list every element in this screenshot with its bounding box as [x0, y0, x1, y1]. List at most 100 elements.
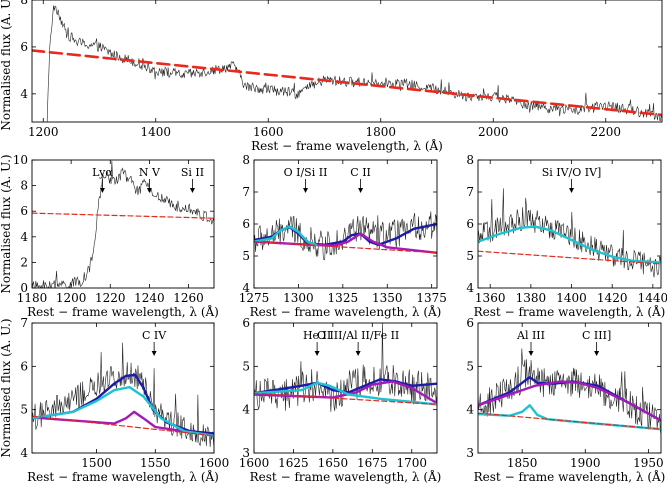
lya-ytick-label-3: 6	[20, 204, 28, 218]
civ-ytick-label-1: 5	[20, 403, 28, 417]
heii-xtick-label-4: 1700	[396, 456, 427, 470]
ciii-plot-area	[478, 348, 661, 436]
civ-narrow-component-curve	[32, 385, 214, 437]
siiv-plot-area	[478, 188, 661, 278]
panel-civ: 1500 1550 1600 4 5 6 7 Rest − frame wavelength,…	[0, 316, 229, 484]
heii-xtick-label-2: 1650	[318, 456, 349, 470]
lya-ytick-label-0: 0	[20, 281, 28, 295]
oi-ytick-label-2: 6	[242, 217, 250, 231]
oi-ytick-label-0: 4	[242, 281, 250, 295]
panel-siiv: 1360 1380 1400 1420 1440 4 5 6 7 8 Rest − frame wa…	[466, 153, 667, 319]
ciii-ytick-label-0: 3	[466, 446, 474, 460]
oi-ytick-label-3: 7	[242, 185, 250, 199]
full-continuum-line	[32, 49, 662, 117]
lya-xlabel: Rest − frame wavelength, λ (Å)	[27, 304, 219, 319]
civ-continuum-line	[32, 415, 214, 437]
panel-full: 1200 1400 1600 1800 2000 2200 4 6 8 Rest − frame …	[0, 0, 663, 153]
full-xtick-label-4: 2000	[478, 125, 509, 139]
oi-ytick-label-4: 8	[242, 153, 250, 167]
full-xlabel: Rest − frame wavelength, λ (Å)	[251, 138, 443, 153]
oi-frame	[253, 159, 438, 289]
oi-spectrum-line	[254, 211, 437, 261]
oi-ytick-label-1: 5	[242, 249, 250, 263]
lya-plot-area	[32, 160, 214, 288]
lya-spectrum-line	[32, 160, 214, 288]
panel-ciii: 1850 1900 1950 3 4 5 6 Rest − frame wavelength,…	[466, 316, 665, 484]
oi-xtick-label-1: 1300	[283, 291, 314, 305]
heii-annotation-arrowhead-0	[314, 351, 320, 356]
heii-continuum-line	[254, 392, 437, 406]
siiv-xlabel: Rest − frame wavelength, λ (Å)	[474, 304, 666, 319]
civ-xtick-label-0: 1500	[81, 456, 112, 470]
full-ylabel: Normalised flux (A. U.)	[0, 0, 13, 131]
lya-xtick-label-4: 1260	[173, 291, 204, 305]
heii-xtick-label-0: 1600	[239, 456, 270, 470]
lya-xtick-label-3: 1240	[134, 291, 165, 305]
oi-xlabel: Rest − frame wavelength, λ (Å)	[250, 304, 442, 319]
full-spectrum-line	[46, 5, 662, 122]
heii-ytick-label-3: 6	[242, 316, 250, 330]
full-xtick-label-0: 1200	[28, 125, 59, 139]
heii-annotation-arrowhead-1	[355, 351, 361, 356]
ciii-ytick-label-1: 4	[466, 403, 474, 417]
full-ytick-label-2: 8	[20, 0, 28, 7]
civ-spectrum-line	[32, 342, 214, 449]
civ-ytick-label-2: 6	[20, 359, 28, 373]
siiv-ytick-label-3: 7	[466, 185, 474, 199]
civ-annotation-label-0: C IV	[142, 329, 167, 342]
lya-ytick-label-4: 8	[20, 179, 28, 193]
civ-xlabel: Rest − frame wavelength, λ (Å)	[27, 469, 219, 484]
lya-annotation-label-1: N V	[139, 166, 161, 179]
ciii-xtick-label-0: 1850	[507, 456, 538, 470]
siiv-xtick-label-4: 1440	[638, 291, 667, 305]
siiv-xtick-label-1: 1380	[516, 291, 547, 305]
siiv-annotation-label-0: Si IV/O IV]	[542, 166, 602, 179]
ciii-xlabel: Rest − frame wavelength, λ (Å)	[474, 469, 666, 484]
lya-annotation-arrowhead-0	[99, 188, 105, 193]
oi-annotation-arrowhead-0	[303, 188, 309, 193]
lya-xtick-label-2: 1220	[95, 291, 126, 305]
civ-ylabel: Normalised flux (A. U.)	[0, 318, 13, 457]
siiv-narrow-component-curve	[478, 225, 661, 264]
civ-xtick-label-1: 1550	[140, 456, 171, 470]
siiv-ytick-label-1: 5	[466, 249, 474, 263]
ciii-ytick-label-3: 6	[466, 316, 474, 330]
panel-lya: 1180 1200 1220 1240 1260 0 2 4 6 8 10 Rest − frame …	[0, 153, 219, 319]
oi-annotation-arrowhead-1	[358, 188, 364, 193]
civ-broad-component-curve	[32, 410, 214, 437]
heii-annotation-label-1: O III/Al II/Fe II	[317, 329, 399, 342]
full-plot-area	[32, 5, 662, 122]
lya-xtick-label-1: 1200	[56, 291, 87, 305]
heii-annotation-label-0: He II	[303, 329, 331, 342]
full-xtick-label-2: 1600	[253, 125, 284, 139]
oi-xtick-label-0: 1275	[239, 291, 270, 305]
ciii-spectrum-line	[478, 348, 661, 436]
heii-xtick-label-3: 1675	[357, 456, 388, 470]
heii-frame	[253, 322, 438, 454]
civ-ytick-label-3: 7	[20, 316, 28, 330]
heii-narrow-component-curve	[254, 381, 437, 406]
full-xtick-label-5: 2200	[590, 125, 621, 139]
full-xtick-label-3: 1800	[365, 125, 396, 139]
panel-oi: 1275 1300 1325 1350 1375 4 5 6 7 8 Rest − frame wa…	[239, 153, 447, 319]
heii-plot-area	[254, 323, 437, 412]
oi-continuum-line	[254, 241, 437, 254]
siiv-ytick-label-2: 6	[466, 217, 474, 231]
ciii-continuum-line	[478, 412, 661, 430]
heii-total-fit-curve	[254, 378, 437, 395]
oi-annotation-label-0: O I/Si II	[284, 166, 328, 179]
siiv-xtick-label-0: 1360	[475, 291, 506, 305]
oi-xtick-label-3: 1350	[372, 291, 403, 305]
full-ytick-label-0: 4	[20, 87, 28, 101]
full-frame	[31, 0, 663, 123]
civ-frame	[31, 322, 215, 454]
lya-annotation-arrowhead-2	[189, 188, 195, 193]
civ-ytick-label-0: 4	[20, 446, 28, 460]
ciii-xtick-label-1: 1900	[570, 456, 601, 470]
siiv-continuum-line	[478, 250, 661, 265]
lya-continuum-line	[32, 212, 214, 219]
heii-ytick-label-2: 5	[242, 359, 250, 373]
lya-ylabel: Normalised flux (A. U.)	[0, 154, 13, 293]
ciii-narrow-component-curve	[478, 404, 661, 431]
